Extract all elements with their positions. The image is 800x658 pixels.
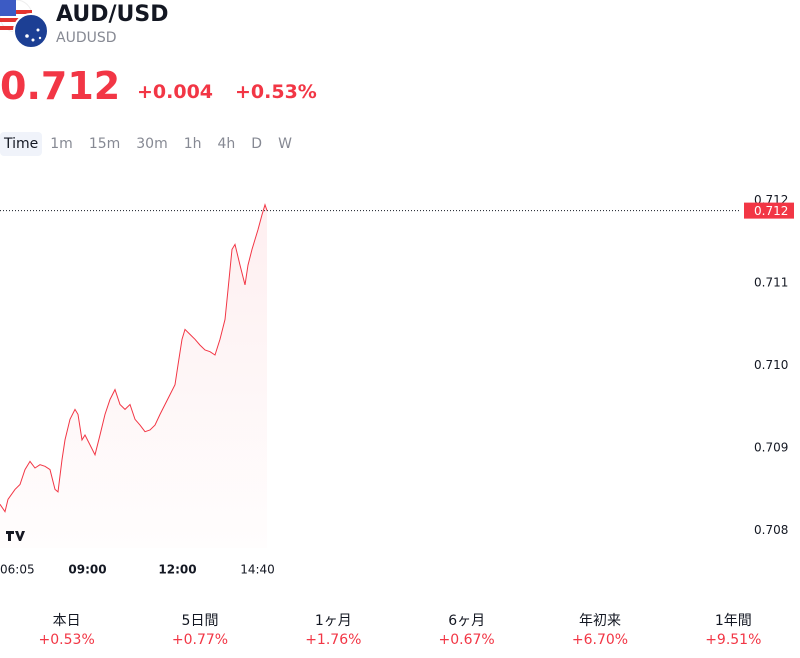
last-price-label: 0.712 <box>754 204 788 218</box>
performance-label: 5日間 <box>181 613 219 629</box>
performance-cell[interactable]: 1年間 +9.51% <box>667 610 800 648</box>
interval-tab[interactable]: 1m <box>50 136 73 152</box>
performance-value: +0.77% <box>171 632 229 648</box>
x-tick-label: 09:00 <box>68 563 106 577</box>
performance-cell[interactable]: 本日 +0.53% <box>0 610 133 648</box>
performance-label: 1ヶ月 <box>314 613 352 629</box>
performance-value: +0.53% <box>38 632 95 648</box>
price-change: +0.004 <box>137 81 214 103</box>
x-tick-label: 14:40 <box>240 563 275 577</box>
performance-value: +1.76% <box>305 632 362 648</box>
performance-cell[interactable]: 5日間 +0.77% <box>133 610 266 648</box>
performance-row: 本日 +0.53% 5日間 +0.77% 1ヶ月 +1.76% 6ヶ月 +0.67% 年初来 +6… <box>0 610 800 648</box>
symbol-code: AUDUSD <box>56 30 117 46</box>
price-line <box>0 203 268 513</box>
performance-label: 1年間 <box>714 613 752 629</box>
y-tick-label: 0.708 <box>754 523 788 537</box>
performance-cell[interactable]: 年初来 +6.70% <box>533 610 666 648</box>
price-change-percent: +0.53% <box>235 81 317 103</box>
interval-tab[interactable]: W <box>278 136 292 152</box>
flag-icons <box>0 0 49 49</box>
area <box>0 204 267 549</box>
interval-tab[interactable]: 1h <box>183 136 202 152</box>
performance-label: 年初来 <box>578 613 621 629</box>
interval-tab[interactable]: D <box>251 136 263 152</box>
symbol-title: AUD/USD <box>56 2 169 27</box>
performance-label: 6ヶ月 <box>448 613 486 629</box>
chart: 0.708 0.709 0.710 0.711 0.712 06:05 09:00 12:00… <box>0 193 794 577</box>
performance-value: +0.67% <box>438 632 495 648</box>
x-tick-label: 12:00 <box>158 563 196 577</box>
interval-tab[interactable]: 4h <box>217 136 236 152</box>
interval-tab[interactable]: Time <box>0 132 43 156</box>
performance-cell[interactable]: 1ヶ月 +1.76% <box>267 610 400 648</box>
interval-tab[interactable]: 30m <box>136 136 168 152</box>
performance-value: +6.70% <box>571 632 629 648</box>
price: 0.712 <box>0 64 121 108</box>
interval-tab[interactable]: 15m <box>88 136 121 152</box>
performance-label: 本日 <box>52 613 81 629</box>
y-tick-label: 0.711 <box>754 276 788 290</box>
y-tick-label: 0.710 <box>754 358 788 372</box>
interval-tabs: Time 1m 15m 30m 1h 4h D W <box>0 132 300 156</box>
performance-cell[interactable]: 6ヶ月 +0.67% <box>400 610 533 648</box>
last-price-box <box>744 202 794 219</box>
y-tick-label: 0.709 <box>754 441 788 455</box>
x-tick-label: 06:05 <box>0 563 35 577</box>
performance-value: +9.51% <box>705 632 762 648</box>
